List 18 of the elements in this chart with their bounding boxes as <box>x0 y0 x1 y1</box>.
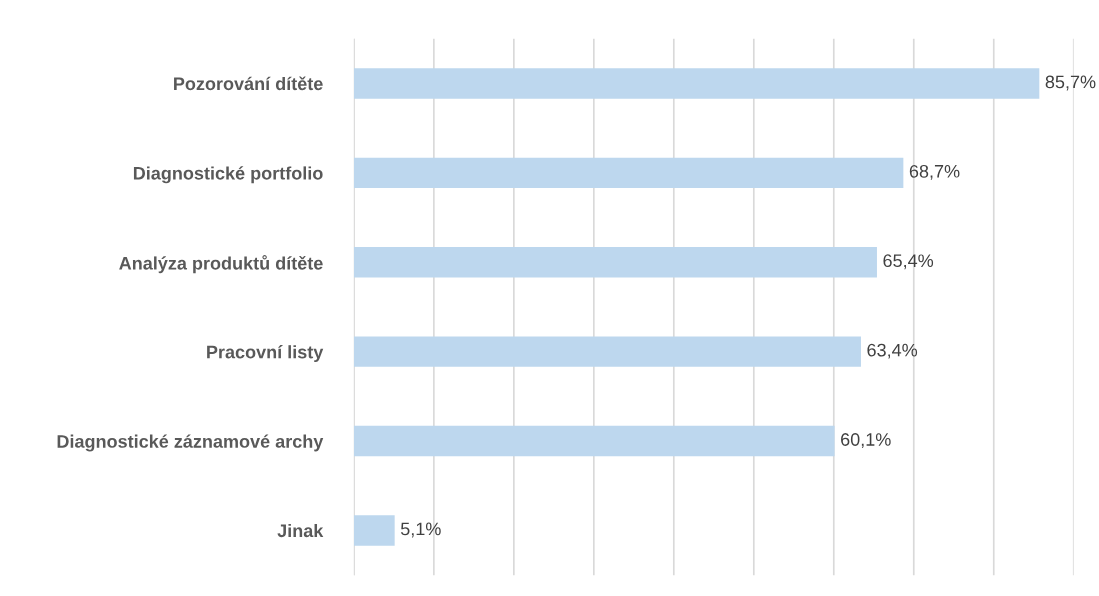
data-label: 65,4% <box>883 254 934 270</box>
data-label: 63,4% <box>867 343 918 359</box>
data-label: 85,7% <box>1045 75 1096 91</box>
bar <box>353 157 904 189</box>
bar <box>353 247 877 278</box>
y-tick-label: Pozorování dítěte <box>174 76 323 91</box>
data-label: 5,1% <box>400 522 441 538</box>
bar <box>353 68 1040 99</box>
data-label: 68,7% <box>909 164 960 180</box>
y-tick-label: Diagnostické portfolio <box>133 166 323 184</box>
y-tick-label: Analýza produktů dítěte <box>119 254 323 274</box>
bar <box>353 425 835 457</box>
y-tick-label: Pracovní listy <box>207 345 324 363</box>
bar <box>353 515 395 546</box>
y-tick-label: Jinak <box>277 523 324 538</box>
bar <box>353 336 861 367</box>
y-tick-label: Diagnostické záznamové archy <box>57 434 324 452</box>
data-label: 60,1% <box>841 433 891 449</box>
